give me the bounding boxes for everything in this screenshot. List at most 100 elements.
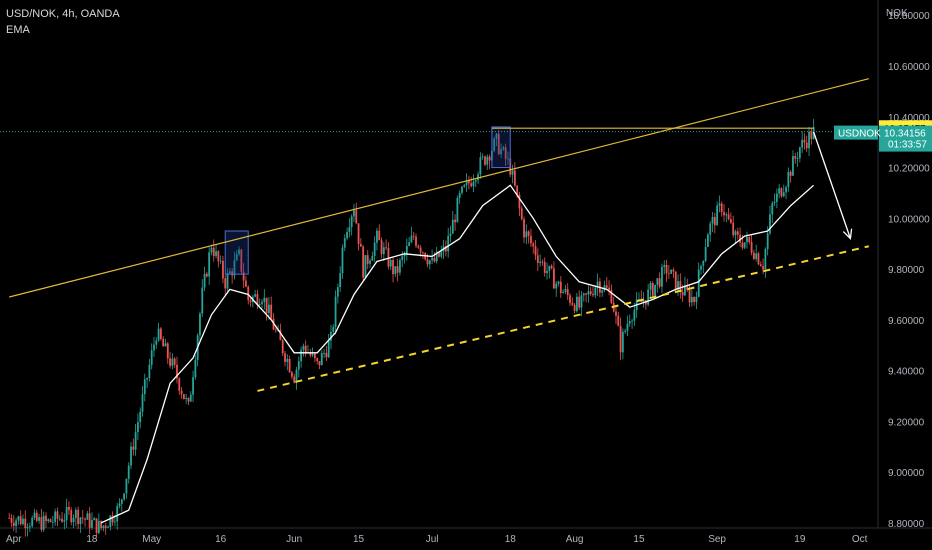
candle-body: [12, 522, 15, 526]
candle-body: [341, 247, 344, 274]
candle-body: [72, 517, 75, 523]
candle-body: [603, 285, 606, 291]
candle-body: [97, 520, 100, 533]
candle-body: [470, 183, 473, 187]
candle-body: [564, 289, 567, 292]
candle-body: [488, 156, 491, 161]
candle-body: [95, 518, 98, 533]
candle-body: [507, 158, 509, 160]
candle-body: [182, 394, 185, 400]
candle-body: [693, 296, 696, 302]
candle-body: [258, 304, 261, 306]
candle-body: [270, 304, 273, 319]
candle-body: [247, 286, 250, 301]
candle-body: [245, 280, 247, 287]
projection-arrow: [813, 131, 852, 239]
candle-body: [150, 350, 153, 365]
x-tick-label: Oct: [852, 534, 868, 545]
candle-body: [412, 235, 415, 237]
candle-body: [610, 290, 613, 303]
candle-body: [419, 247, 422, 253]
candle-body: [327, 340, 330, 358]
candle-body: [569, 295, 571, 303]
candle-body: [373, 242, 376, 257]
candle-body: [74, 509, 77, 518]
candle-body: [592, 293, 594, 296]
candle-body: [22, 518, 24, 525]
candle-body: [674, 271, 677, 290]
candle-body: [10, 518, 13, 523]
candle-body: [536, 255, 539, 263]
candle-body: [762, 266, 764, 270]
candle-body: [796, 158, 799, 160]
candle-body: [8, 517, 11, 519]
candle-body: [376, 230, 378, 243]
candle-body: [157, 328, 160, 341]
candle-body: [663, 264, 666, 267]
candle-body: [661, 266, 663, 287]
y-tick-label: 10.60000: [888, 62, 930, 73]
candle-body: [49, 519, 52, 523]
candle-body: [571, 302, 574, 305]
candle-body: [104, 525, 107, 528]
candle-body: [730, 219, 732, 223]
candle-body: [219, 260, 222, 262]
candle-body: [304, 345, 307, 353]
candle-body: [530, 235, 532, 244]
candle-body: [608, 287, 610, 291]
candle-body: [642, 300, 645, 302]
indicator-label[interactable]: EMA: [6, 24, 30, 36]
candle-body: [780, 188, 783, 197]
candle-body: [311, 353, 314, 356]
currency-label: NOK: [886, 8, 908, 19]
candle-body: [451, 219, 454, 234]
candle-body: [382, 247, 385, 255]
candle-body: [727, 214, 730, 220]
candle-body: [84, 518, 86, 520]
candle-body: [458, 192, 461, 198]
candle-body: [695, 296, 698, 302]
candle-body: [585, 293, 587, 295]
candle-body: [263, 297, 266, 302]
y-tick-label: 9.40000: [888, 367, 925, 378]
candle-body: [332, 326, 335, 332]
candle-body: [28, 526, 31, 528]
candle-body: [403, 254, 406, 257]
candle-body: [732, 222, 735, 236]
candle-body: [240, 249, 243, 272]
x-tick-label: 19: [794, 534, 806, 545]
candle-body: [323, 352, 325, 354]
candle-body: [139, 411, 142, 423]
candle-body: [162, 338, 165, 347]
candle-body: [309, 352, 312, 356]
candle-body: [435, 251, 438, 262]
candle-body: [297, 361, 300, 370]
candle-body: [118, 503, 121, 506]
candle-body: [399, 260, 401, 273]
candle-body: [472, 181, 475, 187]
candle-body: [231, 271, 234, 276]
candle-body: [654, 284, 656, 296]
candle-body: [215, 251, 217, 257]
candle-body: [474, 180, 477, 182]
candle-body: [626, 323, 629, 331]
candle-body: [803, 139, 806, 143]
candle-body: [371, 256, 374, 261]
candle-body: [716, 205, 719, 226]
candle-body: [759, 264, 762, 267]
candle-body: [201, 287, 204, 314]
candle-body: [679, 281, 682, 293]
candle-body: [461, 186, 463, 193]
candle-body: [222, 260, 224, 279]
candle-body: [254, 294, 257, 297]
x-tick-label: Jul: [426, 534, 439, 545]
candle-body: [217, 251, 220, 262]
candle-body: [750, 242, 753, 253]
symbol-tag-text: USDNOK: [838, 129, 881, 140]
candle-body: [350, 216, 353, 228]
candle-body: [130, 446, 132, 466]
candle-body: [125, 478, 128, 494]
candle-body: [520, 208, 523, 220]
candle-body: [228, 271, 231, 274]
